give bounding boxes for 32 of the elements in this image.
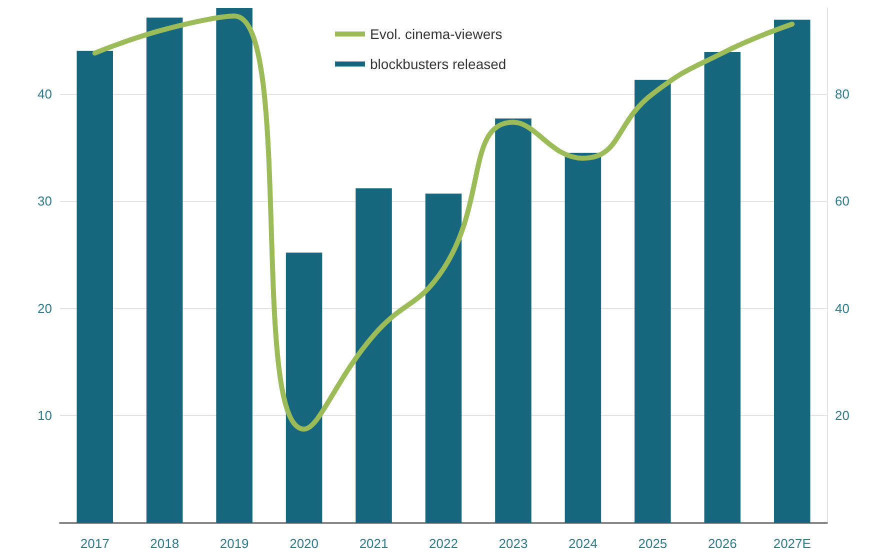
bar	[146, 18, 183, 523]
x-tick-label: 2027E	[773, 536, 812, 551]
x-tick-label: 2025	[638, 536, 668, 551]
x-tick-label: 2024	[568, 536, 598, 551]
y2-tick-label: 20	[835, 408, 850, 424]
x-tick-label: 2021	[359, 536, 388, 551]
x-tick-label: 2017	[80, 536, 110, 551]
legend-label: blockbusters released	[370, 56, 506, 72]
bar	[216, 8, 252, 523]
bar	[774, 20, 810, 523]
y-tick-label: 40	[38, 86, 52, 102]
bar	[634, 80, 671, 523]
bar	[356, 188, 392, 523]
x-tick-label: 2023	[498, 536, 528, 551]
y-tick-label: 30	[38, 194, 52, 209]
y2-tick-label: 40	[835, 300, 850, 316]
legend-label: Evol. cinema-viewers	[370, 26, 502, 42]
y2-tick-label: 60	[835, 194, 850, 209]
x-tick-label: 2026	[708, 536, 737, 551]
bar	[495, 118, 532, 523]
x-tick-label: 2020	[290, 536, 319, 551]
y2-tick-label: 80	[835, 86, 850, 102]
x-tick-label: 2019	[220, 536, 249, 551]
bar	[76, 50, 113, 523]
bar	[286, 252, 322, 523]
bar	[704, 52, 741, 523]
bar	[425, 194, 462, 523]
bar	[564, 152, 602, 523]
x-tick-label: 2018	[150, 536, 180, 551]
x-tick-label: 2022	[429, 536, 458, 551]
y-tick-label: 20	[38, 300, 52, 316]
y-tick-label: 10	[38, 408, 52, 424]
